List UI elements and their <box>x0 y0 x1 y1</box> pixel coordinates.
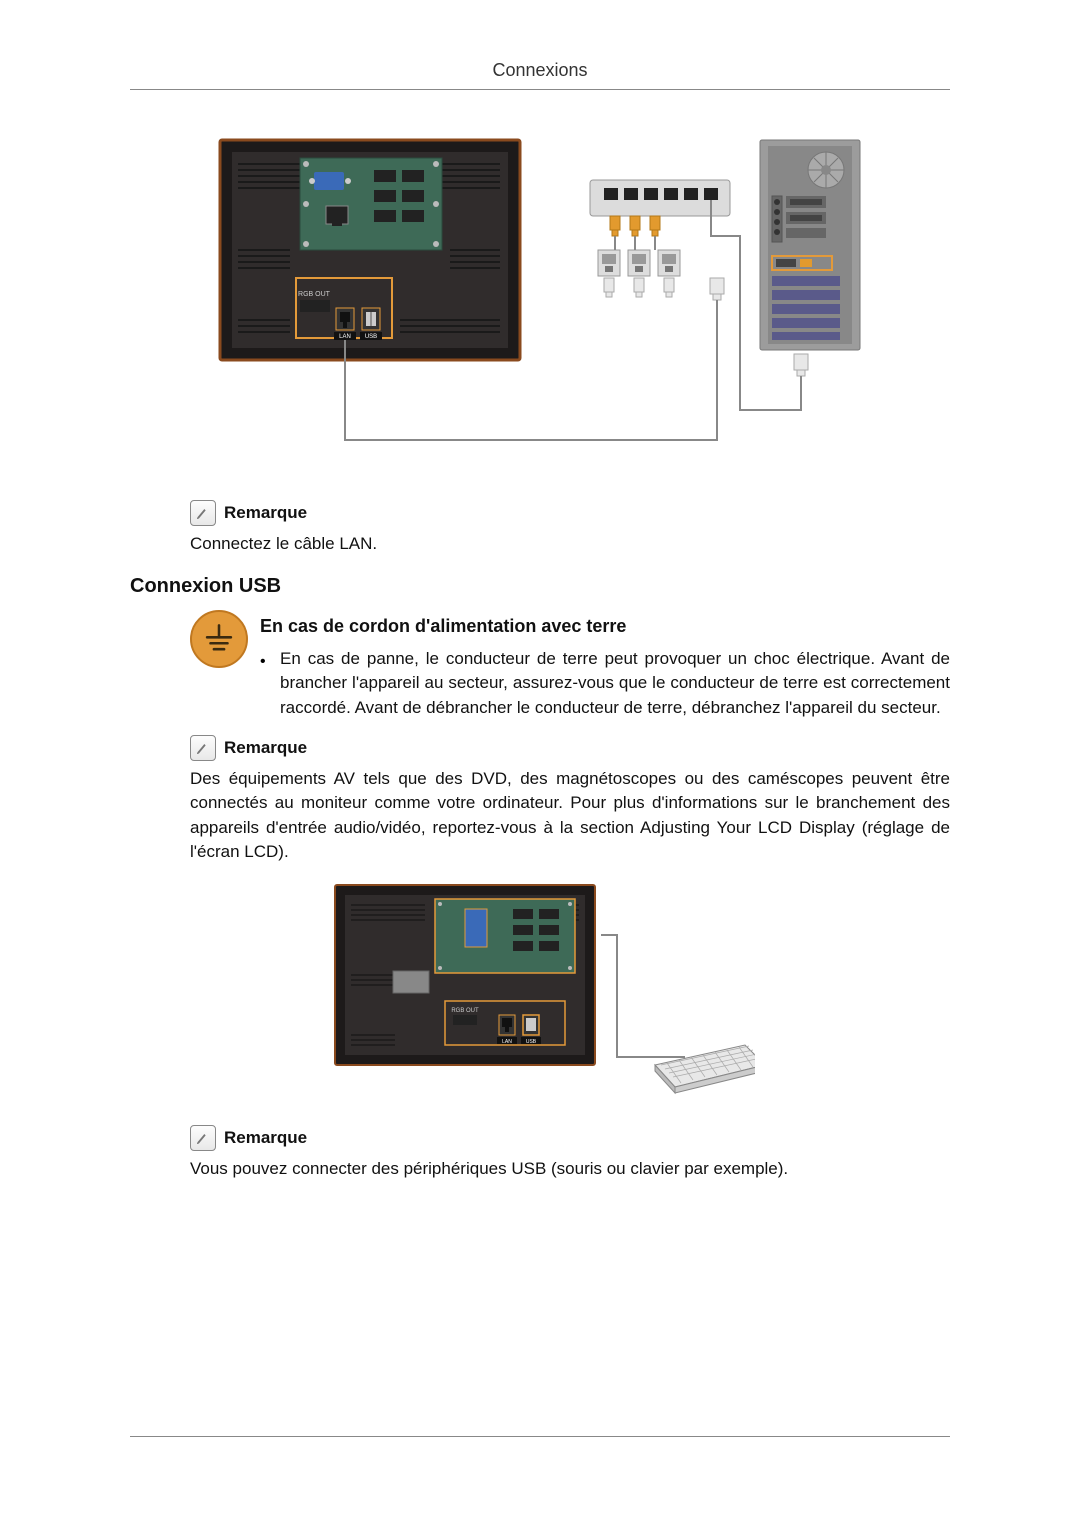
note-label: Remarque <box>224 1128 307 1148</box>
lan-connection-diagram: RGB OUT LAN USB <box>130 130 950 470</box>
divider-bottom <box>130 1436 950 1437</box>
ground-warning-block: En cas de cordon d'alimentation avec ter… <box>190 610 950 721</box>
note-label: Remarque <box>224 503 307 523</box>
note-icon <box>190 1125 216 1151</box>
divider-top <box>130 89 950 90</box>
page-header: Connexions <box>130 60 950 81</box>
svg-text:LAN: LAN <box>502 1039 512 1045</box>
bullet-icon: • <box>260 647 266 721</box>
ground-text: En cas de panne, le conducteur de terre … <box>280 647 950 721</box>
svg-text:LAN: LAN <box>339 334 351 340</box>
svg-text:RGB OUT: RGB OUT <box>451 1008 479 1014</box>
svg-text:RGB OUT: RGB OUT <box>298 291 331 298</box>
ground-heading: En cas de cordon d'alimentation avec ter… <box>260 616 950 637</box>
ground-icon <box>190 610 248 668</box>
svg-text:USB: USB <box>365 334 377 340</box>
note-icon <box>190 735 216 761</box>
note-label: Remarque <box>224 738 307 758</box>
note3-text: Vous pouvez connecter des périphériques … <box>190 1157 950 1182</box>
usb-section-heading: Connexion USB <box>130 575 950 598</box>
svg-text:USB: USB <box>526 1039 537 1045</box>
note2-text: Des équipements AV tels que des DVD, des… <box>190 767 950 866</box>
usb-connection-diagram: RGB OUT LAN USB <box>130 875 950 1095</box>
note-icon <box>190 500 216 526</box>
note1-text: Connectez le câble LAN. <box>190 532 950 557</box>
